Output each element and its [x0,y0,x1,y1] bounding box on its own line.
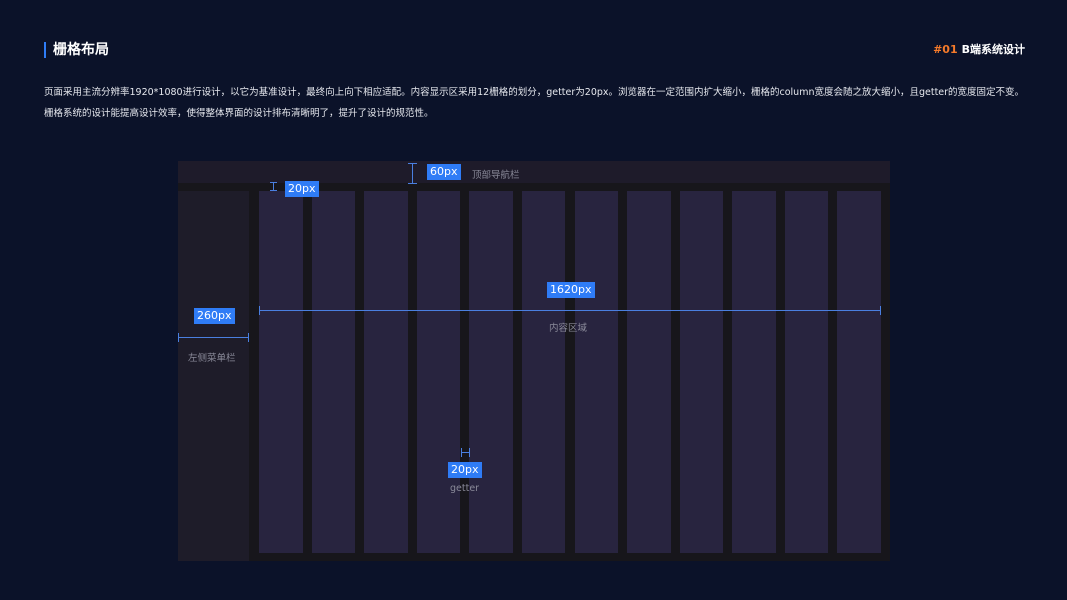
grid-column [574,191,619,553]
top-gap-marker [273,182,274,191]
marker-cap [461,448,462,457]
sidebar-region [178,191,249,561]
marker-cap [248,333,249,342]
grid-column [627,191,671,553]
grid-column [311,191,356,553]
grid-column [732,191,776,553]
section-tag: #01 B端系统设计 [933,41,1025,57]
content-width-marker [259,310,881,311]
grid-column [521,191,566,553]
top-nav-label: 顶部导航栏 [472,170,520,181]
marker-cap [259,306,260,315]
gutter-size-label: 20px [448,462,482,478]
grid-column [784,191,829,553]
sidebar-width-marker [178,337,249,338]
description-paragraph: 页面采用主流分辨率1920*1080进行设计，以它为基准设计，最终向上向下相应适… [44,87,1025,98]
grid-column [469,191,513,553]
grid-column [259,191,303,553]
content-size-label: 1620px [547,282,595,298]
description-paragraph: 栅格系统的设计能提高设计效率，使得整体界面的设计排布清晰明了，提升了设计的规范性… [44,108,434,119]
tag-label: B端系统设计 [961,43,1025,56]
marker-cap [408,183,417,184]
gutter-width-marker [461,452,470,453]
marker-cap [178,333,179,342]
top-nav-size-label: 60px [427,164,461,180]
tag-number: #01 [933,43,958,56]
marker-cap [408,163,417,164]
top-nav-region [178,161,890,183]
marker-cap [469,448,470,457]
content-label: 内容区域 [549,323,588,334]
page-title: 栅格布局 [44,42,109,58]
grid-column [837,191,881,553]
sidebar-size-label: 260px [194,308,235,324]
grid-column [364,191,408,553]
sidebar-label: 左侧菜单栏 [188,353,236,364]
marker-cap [270,182,277,183]
top-gap-size-label: 20px [285,181,319,197]
description: 页面采用主流分辨率1920*1080进行设计，以它为基准设计，最终向上向下相应适… [44,82,1029,124]
top-nav-height-marker [412,163,413,184]
marker-cap [880,306,881,315]
marker-cap [270,190,277,191]
gutter-label: getter [450,483,480,494]
grid-column [679,191,724,553]
grid-column [416,191,461,553]
